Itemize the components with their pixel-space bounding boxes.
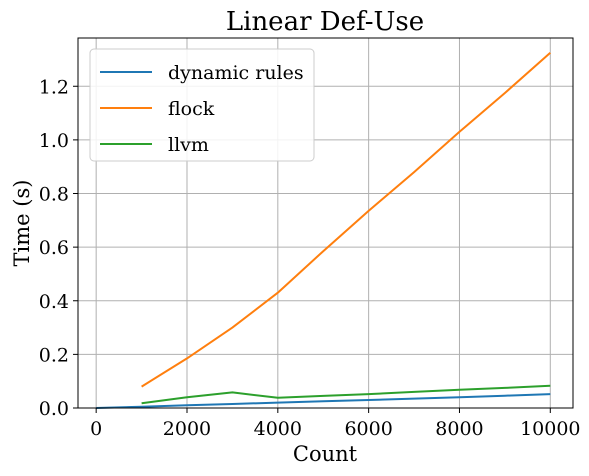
series-line-llvm xyxy=(141,384,551,405)
series-line-flock xyxy=(141,51,551,388)
series-line-dynamic-rules xyxy=(96,393,551,409)
legend-label: flock xyxy=(168,98,215,120)
legend-box xyxy=(89,48,315,162)
y-tick-label: 1.2 xyxy=(39,76,69,98)
y-tick-label: 1.0 xyxy=(39,130,69,152)
y-tick-label: 0.6 xyxy=(39,237,69,259)
plot-area-frame xyxy=(77,37,574,409)
x-tick-label: 8000 xyxy=(435,418,483,440)
x-tick-label: 4000 xyxy=(254,418,302,440)
legend-label: dynamic rules xyxy=(168,62,304,84)
legend-label: llvm xyxy=(168,134,209,156)
chart-title: Linear Def-Use xyxy=(226,7,424,37)
legend: dynamic rules flock llvm xyxy=(89,48,315,162)
y-tick-label: 0.4 xyxy=(39,291,69,313)
plot-lines xyxy=(96,51,551,409)
y-tick-label: 0.0 xyxy=(39,398,69,420)
axis-ticks: 0 2000 4000 6000 8000 10000 0.0 0.2 0.4 0.6 0.8 1.0… xyxy=(39,76,581,440)
x-tick-label: 6000 xyxy=(344,418,392,440)
x-tick-label: 10000 xyxy=(520,418,580,440)
y-tick-label: 0.8 xyxy=(39,184,69,206)
x-tick-label: 2000 xyxy=(163,418,211,440)
x-axis-label: Count xyxy=(293,442,358,466)
y-tick-label: 0.2 xyxy=(39,344,69,366)
x-tick-label: 0 xyxy=(90,418,102,440)
y-axis-label: Time (s) xyxy=(10,180,34,267)
